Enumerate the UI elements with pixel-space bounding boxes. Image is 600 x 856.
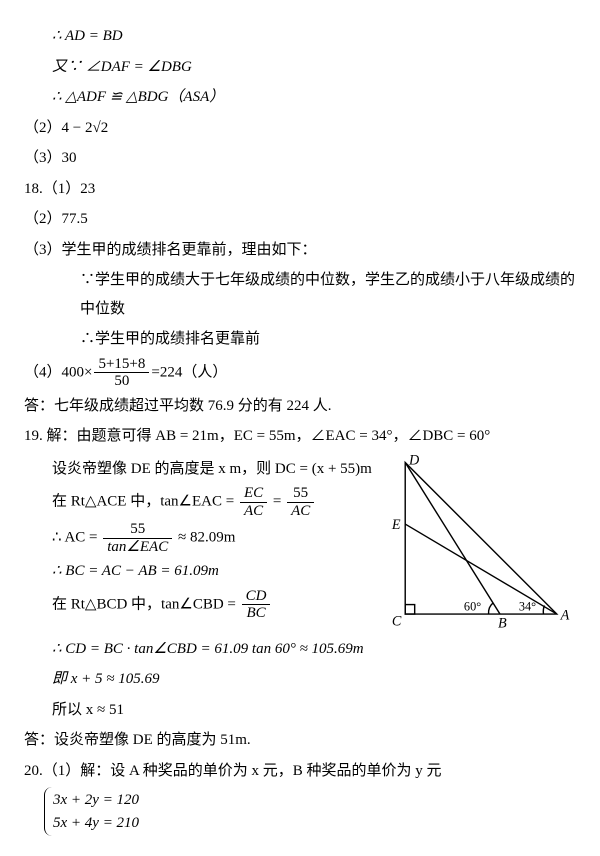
- line-db: [405, 462, 500, 614]
- p18-reason2: ∴学生甲的成绩排名更靠前: [24, 325, 576, 354]
- sys-eq1: 3x + 2y = 120: [53, 789, 139, 812]
- label-c: C: [392, 613, 402, 629]
- p17-line1: ∴ AD = BD: [24, 22, 576, 51]
- label-e: E: [391, 516, 401, 532]
- label-34: 34°: [519, 599, 536, 613]
- p19-l4: ∴ AC = 55tan∠EAC ≈ 82.09m: [24, 521, 386, 555]
- p18-reason1: ∵学生甲的成绩大于七年级成绩的中位数，学生乙的成绩小于八年级成绩的中位数: [24, 266, 576, 323]
- p18-sub4: （4）400×5+15+850=224（人）: [24, 356, 576, 390]
- p19-l8: 即 x + 5 ≈ 105.69: [24, 665, 576, 694]
- p18-sub4-a: （4）400×: [24, 364, 92, 380]
- p19-l2: 设炎帝塑像 DE 的高度是 x m，则 DC = (x + 55)m: [24, 455, 386, 484]
- p17-line3: ∴ △ADF ≌ △BDG（ASA）: [24, 83, 576, 112]
- p18-sub2: （2）77.5: [24, 205, 576, 234]
- p19-head: 19. 解：由题意可得 AB = 21m，EC = 55m，∠EAC = 34°…: [24, 422, 576, 451]
- p19-l5: ∴ BC = AC − AB = 61.09m: [24, 557, 386, 586]
- p17-sub3: （3）30: [24, 144, 576, 173]
- geometry-diagram: D E C B A 60° 34°: [386, 453, 576, 633]
- p17-sub2: （2）4 − 2√2: [24, 114, 576, 143]
- right-angle-icon: [405, 604, 414, 613]
- p19-l9: 所以 x ≈ 51: [24, 696, 576, 725]
- p20-head: 20.（1）解：设 A 种奖品的单价为 x 元，B 种奖品的单价为 y 元: [24, 757, 576, 786]
- p18-sub4-b: =224（人）: [151, 364, 227, 380]
- p18-head: 18.（1）23: [24, 175, 576, 204]
- p19-l6: 在 Rt△BCD 中，tan∠CBD = CDBC: [24, 588, 386, 622]
- equation-system: 3x + 2y = 120 5x + 4y = 210: [44, 787, 139, 836]
- angle-60-arc: [489, 602, 494, 613]
- p19-l3: 在 Rt△ACE 中，tan∠EAC = ECAC = 55AC: [24, 485, 386, 519]
- p19-l7: ∴ CD = BC · tan∠CBD = 61.09 tan 60° ≈ 10…: [24, 635, 576, 664]
- label-a: A: [560, 607, 570, 623]
- label-d: D: [408, 453, 420, 468]
- p18-sub3: （3）学生甲的成绩排名更靠前，理由如下：: [24, 236, 576, 265]
- label-60: 60°: [464, 599, 481, 613]
- p18-frac: 5+15+850: [94, 356, 149, 390]
- sys-eq2: 5x + 4y = 210: [53, 812, 139, 835]
- label-b: B: [498, 615, 507, 631]
- p17-line2: 又∵ ∠DAF = ∠DBG: [24, 53, 576, 82]
- p18-answer: 答：七年级成绩超过平均数 76.9 分的有 224 人.: [24, 392, 576, 421]
- p19-answer: 答：设炎帝塑像 DE 的高度为 51m.: [24, 726, 576, 755]
- angle-34-arc: [543, 605, 544, 614]
